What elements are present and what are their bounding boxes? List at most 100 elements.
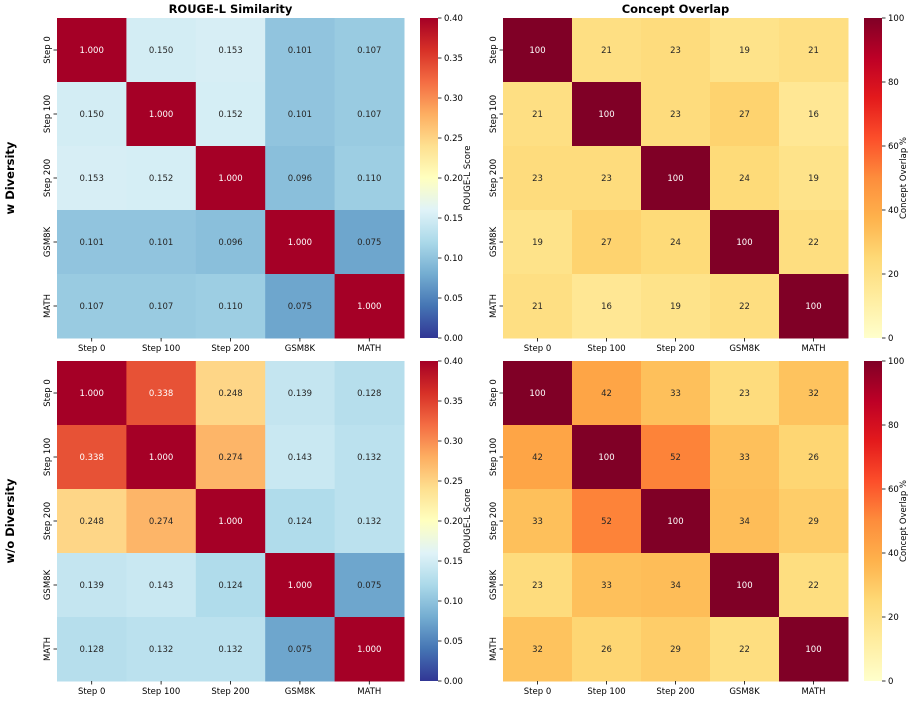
heatmap-cell bbox=[57, 274, 127, 339]
heatmap-cell bbox=[641, 553, 711, 618]
cell-value-label: 1.000 bbox=[80, 389, 104, 399]
heatmap-cell bbox=[572, 18, 642, 83]
cell-value-label: 1.000 bbox=[357, 302, 381, 312]
colorbar bbox=[420, 18, 438, 338]
row-label: w Diversity bbox=[3, 141, 17, 214]
colorbar-tick-label: 0.10 bbox=[444, 597, 463, 607]
heatmap-cell bbox=[779, 425, 849, 490]
heatmap-cell bbox=[779, 146, 849, 211]
heatmap-cell bbox=[503, 617, 573, 682]
cell-value-label: 52 bbox=[670, 453, 681, 463]
heatmap-cell bbox=[265, 18, 336, 83]
cell-value-label: 23 bbox=[532, 174, 543, 184]
heatmap-cell bbox=[126, 617, 197, 682]
heatmap-cell bbox=[572, 489, 642, 554]
cell-value-label: 100 bbox=[667, 517, 683, 527]
y-tick-label: Step 200 bbox=[43, 159, 53, 197]
x-tick-label: GSM8K bbox=[729, 344, 760, 354]
x-tick-label: Step 100 bbox=[142, 344, 180, 354]
cell-value-label: 0.139 bbox=[80, 581, 104, 591]
cell-value-label: 23 bbox=[670, 110, 681, 120]
heatmap-cell bbox=[334, 553, 405, 618]
heatmap-cell bbox=[503, 18, 573, 83]
heatmap-cell bbox=[126, 146, 197, 211]
heatmap-cell bbox=[503, 274, 573, 339]
colorbar-tick-label: 0.10 bbox=[444, 254, 463, 264]
colorbar-tick-label: 40 bbox=[888, 206, 899, 216]
panel-title: Concept Overlap bbox=[622, 2, 730, 16]
y-tick-label: Step 0 bbox=[43, 379, 53, 406]
cell-value-label: 22 bbox=[808, 238, 819, 248]
heatmap-cell bbox=[334, 425, 405, 490]
colorbar-tick-label: 60 bbox=[888, 142, 899, 152]
cell-value-label: 1.000 bbox=[149, 453, 173, 463]
heatmap-cell bbox=[126, 18, 197, 83]
heatmap-cell bbox=[57, 617, 127, 682]
panel-title: ROUGE-L Similarity bbox=[169, 2, 293, 16]
cell-value-label: 24 bbox=[670, 238, 681, 248]
cell-value-label: 0.274 bbox=[149, 517, 173, 527]
colorbar-label: Concept Overlap % bbox=[899, 480, 909, 562]
y-tick-label: Step 100 bbox=[43, 438, 53, 476]
x-tick-label: Step 0 bbox=[78, 344, 105, 354]
cell-value-label: 0.107 bbox=[357, 110, 381, 120]
y-tick-label: GSM8K bbox=[489, 226, 499, 257]
x-tick-label: MATH bbox=[801, 344, 825, 354]
heatmap-cell bbox=[334, 146, 405, 211]
y-tick-label: MATH bbox=[43, 637, 53, 661]
heatmap-cell bbox=[195, 425, 266, 490]
cell-value-label: 33 bbox=[601, 581, 612, 591]
cell-value-label: 19 bbox=[532, 238, 543, 248]
heatmap-cell bbox=[195, 553, 266, 618]
cell-value-label: 0.075 bbox=[357, 581, 381, 591]
x-tick-label: Step 200 bbox=[656, 687, 694, 697]
heatmap-cell bbox=[572, 553, 642, 618]
cell-value-label: 42 bbox=[601, 389, 612, 399]
heatmap-cell bbox=[195, 361, 266, 426]
heatmap-cell bbox=[641, 617, 711, 682]
cell-value-label: 26 bbox=[601, 645, 612, 655]
cell-value-label: 100 bbox=[667, 174, 683, 184]
cell-value-label: 33 bbox=[670, 389, 681, 399]
cell-value-label: 0.075 bbox=[288, 302, 312, 312]
y-tick-label: Step 0 bbox=[43, 36, 53, 63]
cell-value-label: 0.128 bbox=[357, 389, 381, 399]
heatmap-cell bbox=[57, 82, 127, 147]
heatmap-cell bbox=[126, 553, 197, 618]
cell-value-label: 100 bbox=[805, 302, 821, 312]
cell-value-label: 21 bbox=[532, 110, 543, 120]
colorbar-tick-label: 0.25 bbox=[444, 477, 463, 487]
heatmap-cell bbox=[779, 617, 849, 682]
cell-value-label: 0.274 bbox=[218, 453, 242, 463]
cell-value-label: 33 bbox=[532, 517, 543, 527]
heatmap-cell bbox=[57, 425, 127, 490]
colorbar-label: ROUGE-L Score bbox=[463, 488, 473, 553]
colorbar bbox=[864, 18, 882, 338]
colorbar-tick-label: 0.00 bbox=[444, 334, 463, 344]
cell-value-label: 26 bbox=[808, 453, 819, 463]
heatmap-cell bbox=[572, 617, 642, 682]
colorbar-tick-label: 0.15 bbox=[444, 557, 463, 567]
heatmap-cell bbox=[334, 18, 405, 83]
heatmap-cell bbox=[503, 82, 573, 147]
x-tick-label: Step 100 bbox=[587, 344, 625, 354]
cell-value-label: 33 bbox=[739, 453, 750, 463]
cell-value-label: 0.139 bbox=[288, 389, 312, 399]
colorbar-label: Concept Overlap % bbox=[899, 137, 909, 219]
heatmap-cell bbox=[195, 210, 266, 275]
colorbar-tick-label: 80 bbox=[888, 421, 899, 431]
colorbar-tick-label: 0.15 bbox=[444, 214, 463, 224]
colorbar-tick-label: 0.30 bbox=[444, 437, 463, 447]
y-tick-label: Step 100 bbox=[489, 438, 499, 476]
heatmap-cell bbox=[710, 82, 780, 147]
heatmap-cell bbox=[710, 210, 780, 275]
heatmap-cell bbox=[195, 617, 266, 682]
y-tick-label: Step 100 bbox=[43, 95, 53, 133]
heatmap-cell bbox=[334, 82, 405, 147]
cell-value-label: 22 bbox=[808, 581, 819, 591]
heatmap-cell bbox=[779, 274, 849, 339]
cell-value-label: 100 bbox=[736, 581, 752, 591]
cell-value-label: 0.338 bbox=[80, 453, 104, 463]
heatmap-cell bbox=[572, 210, 642, 275]
